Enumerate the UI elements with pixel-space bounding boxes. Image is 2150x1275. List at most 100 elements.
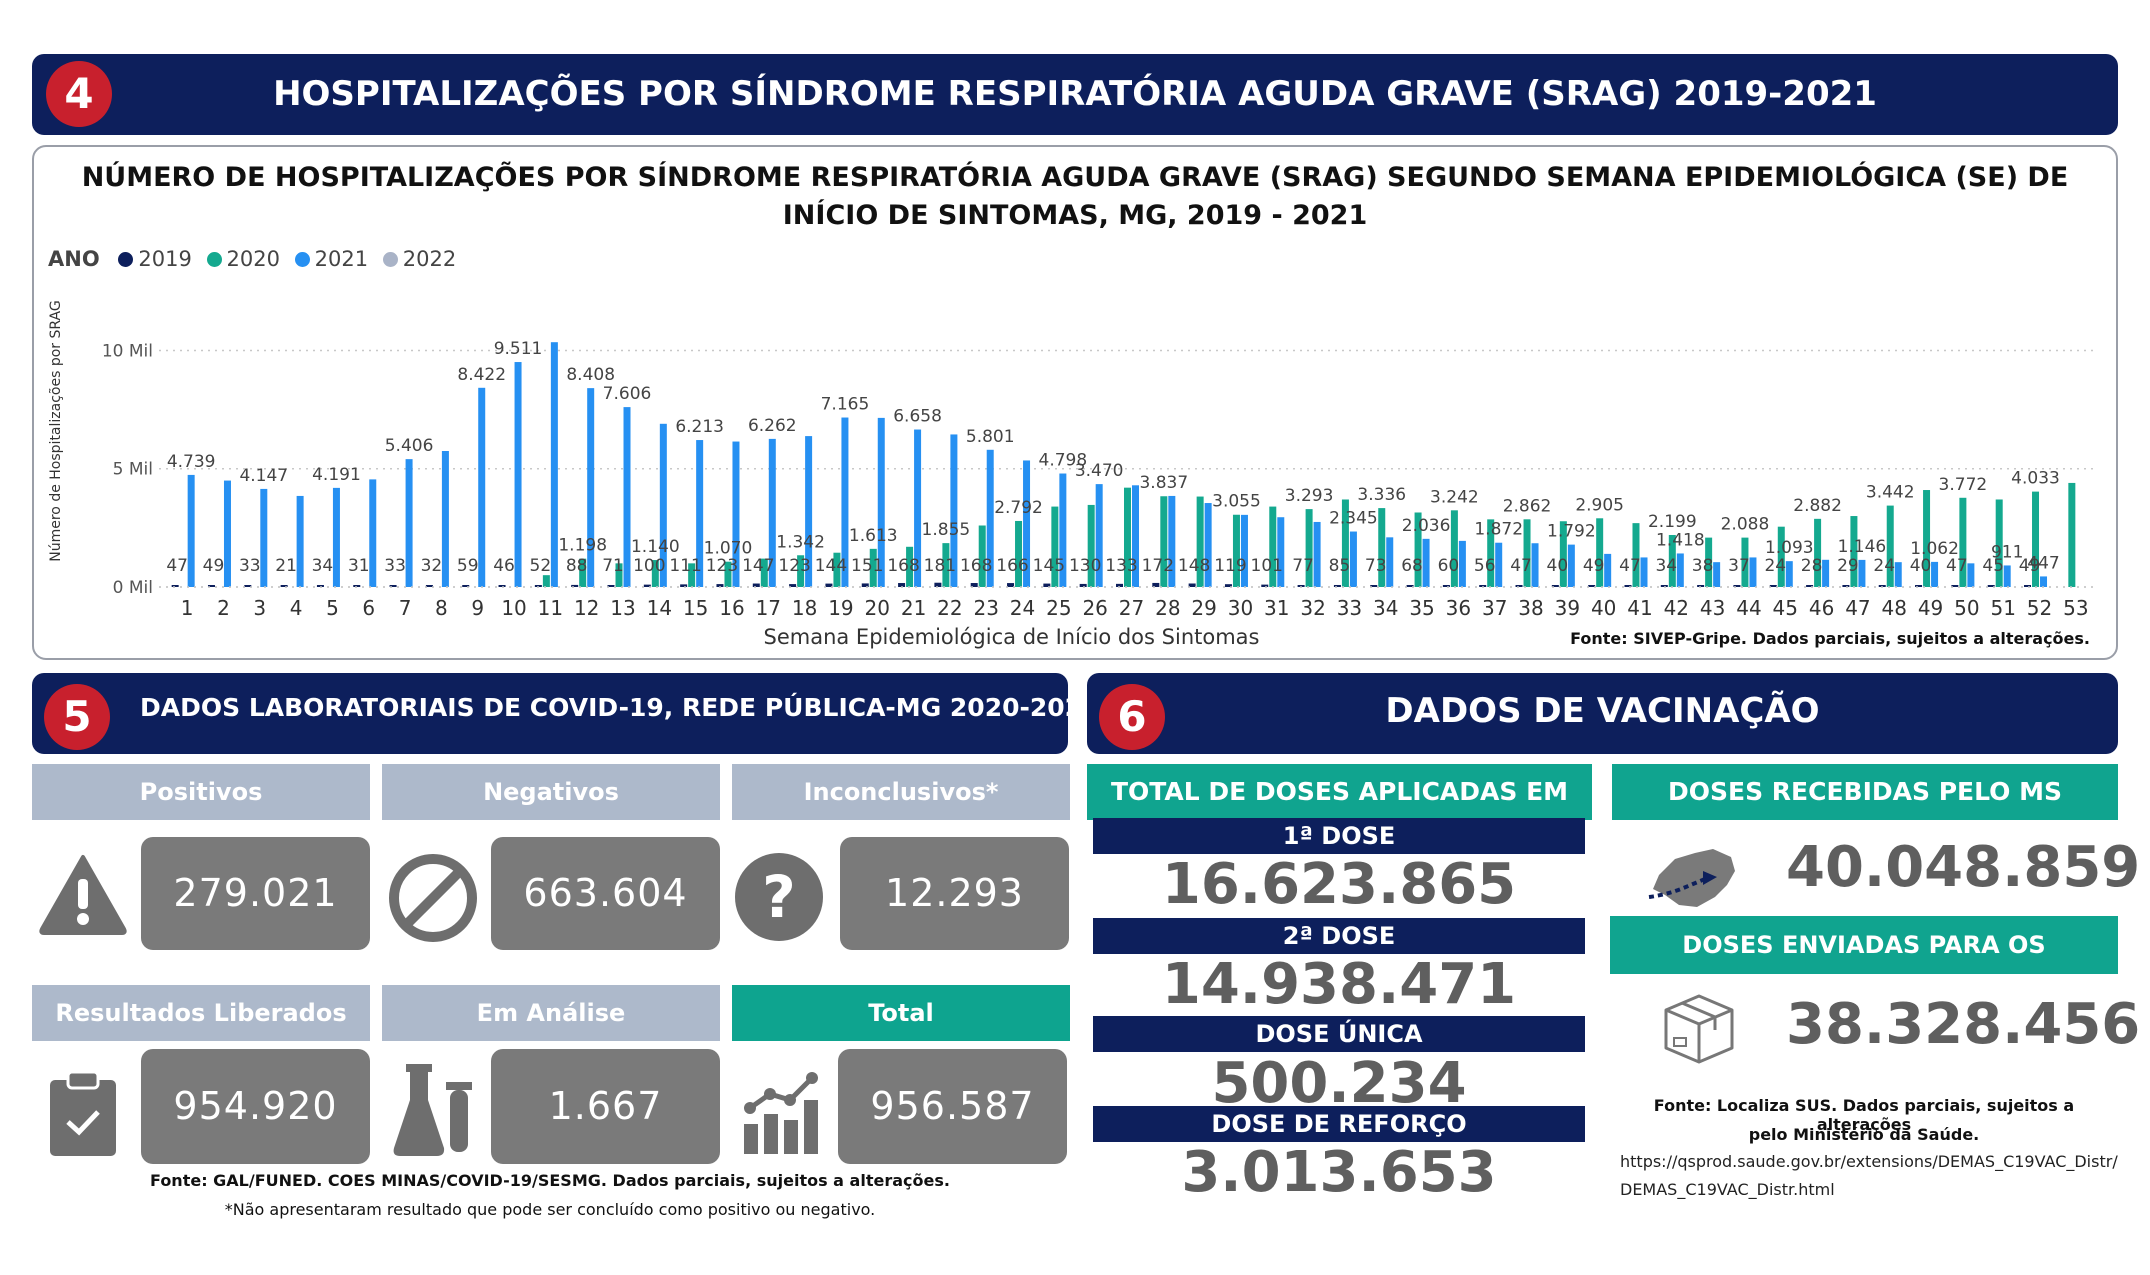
legend-label: 2019 — [138, 247, 192, 271]
data-label-2019: 151 — [851, 556, 883, 576]
y-tick-label: 5 Mil — [113, 460, 153, 480]
data-label-2019: 133 — [1105, 556, 1137, 576]
bar-2020-se40 — [1596, 518, 1604, 587]
bar-2019-se30 — [1224, 584, 1232, 587]
data-label-2020: 3.293 — [1285, 486, 1334, 506]
bar-2019-se11 — [534, 585, 542, 587]
data-label-2020: 1.342 — [776, 532, 825, 552]
data-label-2020: 2.862 — [1503, 496, 1552, 516]
data-label-2019: 144 — [815, 556, 847, 576]
legend-item-2019[interactable]: 2019 — [118, 247, 192, 271]
bar-2019-se15 — [680, 584, 688, 587]
bar-2021-se26 — [1095, 484, 1103, 587]
data-label-2020: 3.055 — [1212, 492, 1261, 512]
x-tick-label: 33 — [1337, 596, 1362, 620]
x-tick-label: 53 — [2063, 596, 2088, 620]
bar-2021-se32 — [1313, 521, 1321, 587]
data-label-2019: 33 — [384, 556, 406, 576]
data-label-2021: 1.146 — [1838, 537, 1887, 557]
bar-2020-se36 — [1450, 510, 1458, 587]
bar-2021-se42 — [1676, 553, 1684, 587]
data-label-2019: 168 — [887, 556, 919, 576]
x-tick-label: 40 — [1591, 596, 1616, 620]
bar-2020-se24 — [1015, 520, 1023, 587]
bar-2020-se22 — [942, 543, 950, 587]
legend-item-2020[interactable]: 2020 — [206, 247, 280, 271]
x-tick-label: 25 — [1046, 596, 1071, 620]
bar-2019-se4 — [280, 585, 288, 587]
x-tick-label: 38 — [1518, 596, 1543, 620]
bar-2019-se45 — [1769, 585, 1777, 587]
bar-2019-se6 — [353, 585, 361, 587]
data-label-2019: 172 — [1142, 556, 1174, 576]
bar-2021-se12 — [587, 388, 595, 587]
x-tick-label: 15 — [683, 596, 708, 620]
section-title: DADOS LABORATORIAIS DE COVID-19, REDE PÚ… — [140, 693, 1100, 722]
data-label-2019: 130 — [1069, 556, 1101, 576]
bar-2021-se14 — [659, 423, 667, 587]
bar-2021-se52 — [2040, 576, 2048, 587]
x-tick-label: 6 — [362, 596, 375, 620]
bar-2021-se28 — [1168, 495, 1176, 587]
data-label-2019: 33 — [239, 556, 261, 576]
bar-2020-se41 — [1632, 523, 1640, 587]
bar-2019-se35 — [1406, 585, 1414, 587]
data-label-2021: 3.470 — [1075, 461, 1124, 481]
chart-legend: ANO 2019 2020 2021 2022 — [48, 247, 464, 271]
section-title: HOSPITALIZAÇÕES POR SÍNDROME RESPIRATÓRI… — [273, 74, 1877, 114]
x-tick-label: 35 — [1409, 596, 1434, 620]
section-number-badge: 4 — [46, 61, 112, 127]
data-label-2019: 34 — [1655, 556, 1677, 576]
data-label-2021: 1.093 — [1765, 538, 1814, 558]
bar-2019-se31 — [1261, 584, 1269, 587]
bar-2019-se10 — [498, 585, 506, 587]
bar-2019-se41 — [1624, 585, 1632, 587]
x-tick-label: 45 — [1773, 596, 1798, 620]
bar-2021-se25 — [1059, 473, 1067, 587]
bar-2020-se46 — [1814, 518, 1822, 587]
vaccination-source-url[interactable]: https://qsprod.saude.gov.br/extensions/D… — [1620, 1152, 2118, 1199]
x-tick-label: 49 — [1918, 596, 1943, 620]
x-tick-label: 13 — [610, 596, 635, 620]
bar-2021-se45 — [1785, 561, 1793, 587]
section-6-header: 6 DADOS DE VACINAÇÃO — [1087, 673, 2118, 754]
bar-2019-se26 — [1079, 583, 1087, 587]
x-tick-label: 24 — [1010, 596, 1035, 620]
dose-unica-label: DOSE ÚNICA — [1093, 1016, 1585, 1052]
x-tick-label: 42 — [1664, 596, 1689, 620]
bar-2021-se33 — [1349, 531, 1357, 587]
negativos-label: Negativos — [382, 764, 720, 820]
x-axis-label: Semana Epidemiológica de Início dos Sint… — [764, 625, 1260, 649]
legend-item-2021[interactable]: 2021 — [294, 247, 368, 271]
data-label-2019: 49 — [1583, 556, 1605, 576]
x-tick-label: 3 — [253, 596, 266, 620]
bar-2021-se48 — [1894, 562, 1902, 587]
total-value: 956.587 — [838, 1049, 1067, 1164]
x-tick-label: 11 — [538, 596, 563, 620]
data-label-2021: 1.062 — [1910, 539, 1959, 559]
x-tick-label: 23 — [973, 596, 998, 620]
warning-icon — [38, 853, 128, 939]
package-box-icon — [1662, 992, 1736, 1070]
data-label-2019: 56 — [1474, 556, 1496, 576]
positivos-label: Positivos — [32, 764, 370, 820]
data-label-2019: 119 — [1214, 556, 1246, 576]
bar-2020-se38 — [1523, 519, 1531, 587]
bar-2020-se48 — [1886, 505, 1894, 587]
legend-dot-2022 — [382, 252, 398, 267]
data-label-2021: 1.418 — [1656, 530, 1705, 550]
bar-2019-se29 — [1188, 583, 1196, 587]
data-label-2021: 4.191 — [312, 465, 361, 485]
dose-2-label: 2ª DOSE — [1093, 918, 1585, 954]
bar-2019-se32 — [1297, 585, 1305, 587]
data-label-2020: 2.088 — [1721, 515, 1770, 535]
data-label-2019: 85 — [1329, 556, 1351, 576]
bar-2021-se1 — [187, 474, 195, 587]
data-label-2019: 47 — [1510, 556, 1532, 576]
legend-item-2022[interactable]: 2022 — [382, 247, 456, 271]
data-label-2021: 447 — [2027, 553, 2059, 573]
data-label-2021: 911 — [1991, 542, 2023, 562]
x-tick-label: 4 — [290, 596, 303, 620]
data-label-2020: 1.198 — [558, 536, 607, 556]
bar-2021-se10 — [514, 362, 522, 587]
